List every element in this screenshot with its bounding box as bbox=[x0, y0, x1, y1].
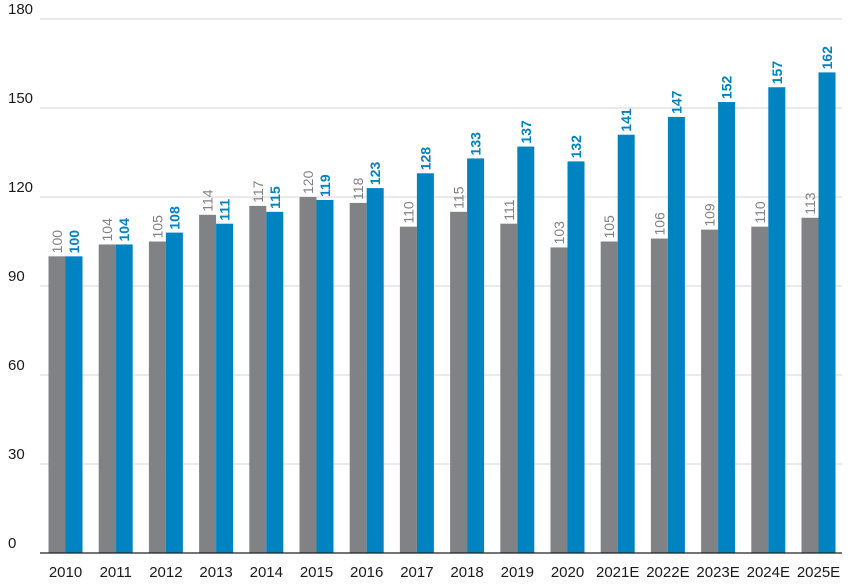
data-label-series-1: 105 bbox=[601, 215, 617, 239]
bar-series-2 bbox=[768, 87, 786, 553]
x-axis-tick-labels: 2010 2011 2012 2013 2014 2015 2016 2017 2018 2019… bbox=[49, 564, 840, 581]
data-label-series-2: 111 bbox=[217, 199, 233, 221]
data-label-series-2: 128 bbox=[417, 147, 433, 171]
bar-series-1 bbox=[349, 202, 367, 553]
bar-series-2 bbox=[667, 116, 685, 554]
data-label-series-1: 111 bbox=[501, 199, 517, 220]
bar-series-1 bbox=[801, 217, 819, 553]
bar-series-2 bbox=[165, 232, 183, 553]
data-label-series-2: 152 bbox=[719, 75, 735, 99]
data-label-series-2: 115 bbox=[267, 186, 283, 209]
bar-series-2 bbox=[617, 134, 635, 553]
bar-series-2 bbox=[818, 72, 836, 554]
bar-series-2 bbox=[567, 161, 585, 553]
data-label-series-1: 103 bbox=[551, 221, 567, 245]
data-label-series-2: 137 bbox=[518, 120, 534, 144]
x-tick-label: 2016 bbox=[350, 564, 383, 581]
bar-series-1 bbox=[600, 241, 618, 553]
y-tick-label: 150 bbox=[8, 90, 33, 107]
x-tick-label: 2020 bbox=[551, 564, 584, 581]
bar-series-1 bbox=[650, 238, 668, 554]
x-tick-label: 2021E bbox=[596, 564, 639, 581]
bar-series-2 bbox=[65, 256, 83, 553]
x-tick-label: 2012 bbox=[149, 564, 182, 581]
data-label-series-1: 110 bbox=[752, 201, 768, 224]
x-tick-label: 2023E bbox=[696, 564, 739, 581]
bar-series-1 bbox=[701, 229, 719, 553]
bar-series-2 bbox=[115, 244, 133, 553]
data-label-series-1: 118 bbox=[350, 177, 366, 200]
bars bbox=[48, 72, 836, 554]
bar-series-1 bbox=[500, 223, 518, 553]
data-label-series-1: 117 bbox=[250, 180, 266, 203]
bar-series-2 bbox=[718, 102, 736, 554]
x-tick-label: 2014 bbox=[250, 564, 283, 581]
x-tick-label: 2015 bbox=[300, 564, 333, 581]
y-tick-label: 90 bbox=[8, 268, 25, 285]
bar-series-1 bbox=[299, 197, 317, 553]
data-label-series-2: 133 bbox=[468, 132, 484, 156]
data-label-series-2: 141 bbox=[618, 108, 634, 132]
x-tick-label: 2019 bbox=[501, 564, 534, 581]
data-label-series-2: 100 bbox=[66, 230, 82, 254]
bar-series-1 bbox=[399, 226, 417, 553]
data-label-series-1: 113 bbox=[802, 192, 818, 215]
bar-series-1 bbox=[98, 244, 116, 553]
data-label-series-2: 119 bbox=[317, 174, 333, 197]
data-label-series-1: 110 bbox=[400, 201, 416, 224]
bar-series-2 bbox=[517, 146, 535, 554]
x-tick-label: 2018 bbox=[450, 564, 483, 581]
bar-series-2 bbox=[366, 188, 384, 553]
data-label-series-2: 123 bbox=[367, 162, 383, 186]
y-tick-label: 0 bbox=[8, 535, 16, 552]
y-tick-label: 180 bbox=[8, 1, 33, 18]
y-axis-tick-labels: 0 30 60 90 120 150 180 bbox=[8, 1, 33, 552]
data-label-series-1: 109 bbox=[702, 203, 718, 227]
y-tick-label: 60 bbox=[8, 357, 25, 374]
bar-series-1 bbox=[199, 214, 217, 554]
data-label-series-2: 108 bbox=[166, 206, 182, 230]
bar-series-2 bbox=[316, 199, 334, 553]
bar-series-2 bbox=[266, 211, 284, 554]
x-tick-label: 2024E bbox=[747, 564, 790, 581]
bar-series-1 bbox=[550, 247, 568, 553]
bar-series-2 bbox=[467, 158, 485, 553]
data-label-series-1: 100 bbox=[49, 230, 65, 254]
bar-series-2 bbox=[416, 173, 434, 553]
bar-series-1 bbox=[148, 241, 166, 553]
bar-series-1 bbox=[751, 226, 769, 553]
x-tick-label: 2010 bbox=[49, 564, 82, 581]
data-label-series-2: 162 bbox=[819, 46, 835, 70]
x-tick-label: 2022E bbox=[646, 564, 689, 581]
data-label-series-2: 132 bbox=[568, 135, 584, 159]
data-label-series-1: 114 bbox=[200, 189, 216, 212]
data-label-series-2: 104 bbox=[116, 218, 132, 242]
x-tick-label: 2017 bbox=[400, 564, 433, 581]
x-tick-label: 2011 bbox=[100, 564, 132, 581]
x-tick-label: 2025E bbox=[797, 564, 840, 581]
bar-series-1 bbox=[450, 211, 468, 554]
data-label-series-2: 157 bbox=[769, 61, 785, 85]
data-label-series-1: 106 bbox=[651, 212, 667, 236]
x-tick-label: 2013 bbox=[199, 564, 232, 581]
bar-series-1 bbox=[249, 205, 267, 553]
data-label-series-2: 147 bbox=[668, 90, 684, 114]
data-label-series-1: 115 bbox=[451, 186, 467, 209]
data-label-series-1: 104 bbox=[99, 218, 115, 242]
data-label-series-1: 120 bbox=[300, 170, 316, 194]
bar-series-2 bbox=[216, 223, 234, 553]
y-tick-label: 120 bbox=[8, 179, 33, 196]
y-tick-label: 30 bbox=[8, 446, 25, 463]
data-label-series-1: 105 bbox=[149, 215, 165, 239]
bar-series-1 bbox=[48, 256, 66, 553]
